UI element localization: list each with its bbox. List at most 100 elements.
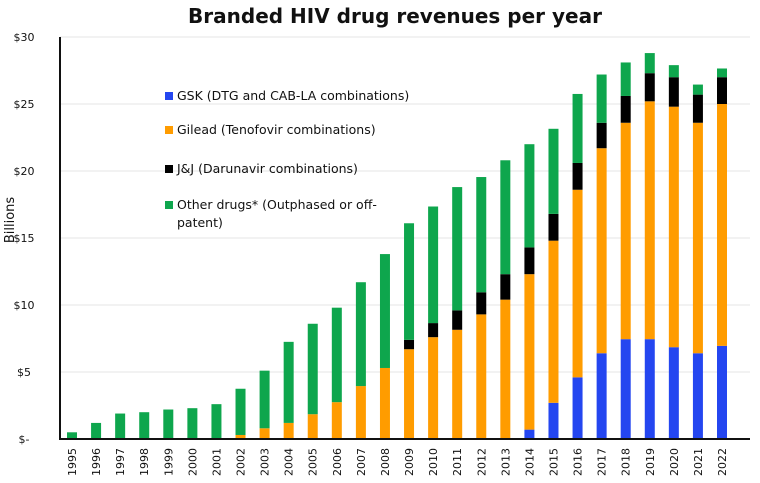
y-tick-label: $25 xyxy=(14,98,35,111)
bar-segment xyxy=(428,323,439,338)
bar-segment xyxy=(524,144,535,248)
bar-segment xyxy=(307,414,318,439)
bar-segment xyxy=(620,62,631,96)
y-tick-label: $30 xyxy=(14,31,35,44)
bar-segment xyxy=(379,367,390,439)
y-tick-label: $15 xyxy=(14,232,35,245)
x-tick-label: 2008 xyxy=(379,448,392,476)
bar-segment xyxy=(500,274,511,300)
bar-segment xyxy=(692,94,703,123)
bar-segment xyxy=(692,353,703,439)
legend-swatch xyxy=(165,92,173,100)
bar-segment xyxy=(668,65,679,78)
bar-segment xyxy=(163,409,174,439)
bar-segment xyxy=(620,122,631,340)
legend-label: patent) xyxy=(177,215,223,230)
bar-segment xyxy=(259,370,270,429)
bar-segment xyxy=(500,299,511,439)
bar-segment xyxy=(404,339,415,350)
x-tick-label: 2009 xyxy=(403,448,416,476)
bar-segment xyxy=(500,160,511,275)
x-tick-label: 1995 xyxy=(66,448,79,476)
x-tick-label: 2022 xyxy=(716,448,729,476)
x-tick-label: 2019 xyxy=(644,448,657,476)
bar-segment xyxy=(428,337,439,439)
bar-segment xyxy=(596,148,607,354)
x-tick-label: 2002 xyxy=(235,448,248,476)
bar-segment xyxy=(91,422,102,439)
x-tick-label: 2004 xyxy=(283,448,296,476)
x-tick-label: 2012 xyxy=(475,448,488,476)
x-tick-label: 2020 xyxy=(668,448,681,476)
y-tick-label: $20 xyxy=(14,165,35,178)
bar-segment xyxy=(548,240,559,403)
bar-segment xyxy=(644,101,655,340)
bar-segment xyxy=(620,95,631,123)
bar-segment xyxy=(644,339,655,439)
bar-segment xyxy=(139,412,150,439)
x-tick-label: 2021 xyxy=(692,448,705,476)
bar-segment xyxy=(379,254,390,368)
chart-title: Branded HIV drug revenues per year xyxy=(188,4,602,28)
bar-segment xyxy=(283,422,294,439)
legend-label: Gilead (Tenofovir combinations) xyxy=(177,122,376,137)
bar-segment xyxy=(355,282,366,387)
bar-segment xyxy=(524,429,535,439)
bar-segment xyxy=(404,349,415,439)
bar-segment xyxy=(717,345,727,439)
x-tick-label: 2000 xyxy=(186,448,199,476)
legend-swatch xyxy=(165,165,173,173)
bar-segment xyxy=(524,247,535,275)
legend-swatch xyxy=(165,126,173,134)
x-tick-label: 2006 xyxy=(331,448,344,476)
bar-segment xyxy=(572,93,583,163)
bar-segment xyxy=(717,104,727,346)
bar-segment xyxy=(717,68,727,78)
x-tick-label: 2013 xyxy=(499,448,512,476)
bar-segment xyxy=(404,223,415,340)
bar-segment xyxy=(692,84,703,95)
bar-segment xyxy=(331,402,342,439)
bar-segment xyxy=(692,122,703,354)
bar-segment xyxy=(644,53,655,74)
bar-segment xyxy=(307,323,318,415)
x-tick-label: 2018 xyxy=(620,448,633,476)
bar-segment xyxy=(596,122,607,149)
bar-segment xyxy=(548,213,559,241)
legend-label: J&J (Darunavir combinations) xyxy=(176,161,358,176)
bar-segment xyxy=(211,404,222,439)
x-tick-label: 1998 xyxy=(138,448,151,476)
bar-segment xyxy=(596,74,607,123)
bar-segment xyxy=(331,307,342,403)
y-tick-label: $- xyxy=(19,433,30,446)
legend-swatch xyxy=(165,201,173,209)
bar-segment xyxy=(548,128,559,214)
x-tick-label: 2003 xyxy=(259,448,272,476)
bar-segment xyxy=(235,388,246,435)
x-tick-label: 2005 xyxy=(307,448,320,476)
legend-label: Other drugs* (Outphased or off- xyxy=(177,197,377,212)
x-tick-label: 2014 xyxy=(523,448,536,476)
bar-segment xyxy=(644,73,655,102)
x-tick-label: 2010 xyxy=(427,448,440,476)
x-tick-label: 2016 xyxy=(572,448,585,476)
bar-segment xyxy=(115,413,126,439)
bar-segment xyxy=(476,177,487,293)
y-axis-label: Billions xyxy=(3,197,18,244)
bar-segment xyxy=(668,77,679,107)
bar-segment xyxy=(235,434,246,439)
bar-segment xyxy=(668,347,679,439)
y-tick-label: $5 xyxy=(17,366,31,379)
legend-label: GSK (DTG and CAB-LA combinations) xyxy=(177,88,409,103)
x-tick-label: 2017 xyxy=(596,448,609,476)
x-tick-label: 2011 xyxy=(451,448,464,476)
bar-segment xyxy=(572,189,583,378)
bar-segment xyxy=(524,274,535,430)
bar-segment xyxy=(572,377,583,439)
bar-segment xyxy=(596,353,607,439)
bar-segment xyxy=(572,162,583,190)
bar-segment xyxy=(452,329,463,439)
bar-segment xyxy=(428,206,439,324)
x-tick-label: 1997 xyxy=(114,448,127,476)
